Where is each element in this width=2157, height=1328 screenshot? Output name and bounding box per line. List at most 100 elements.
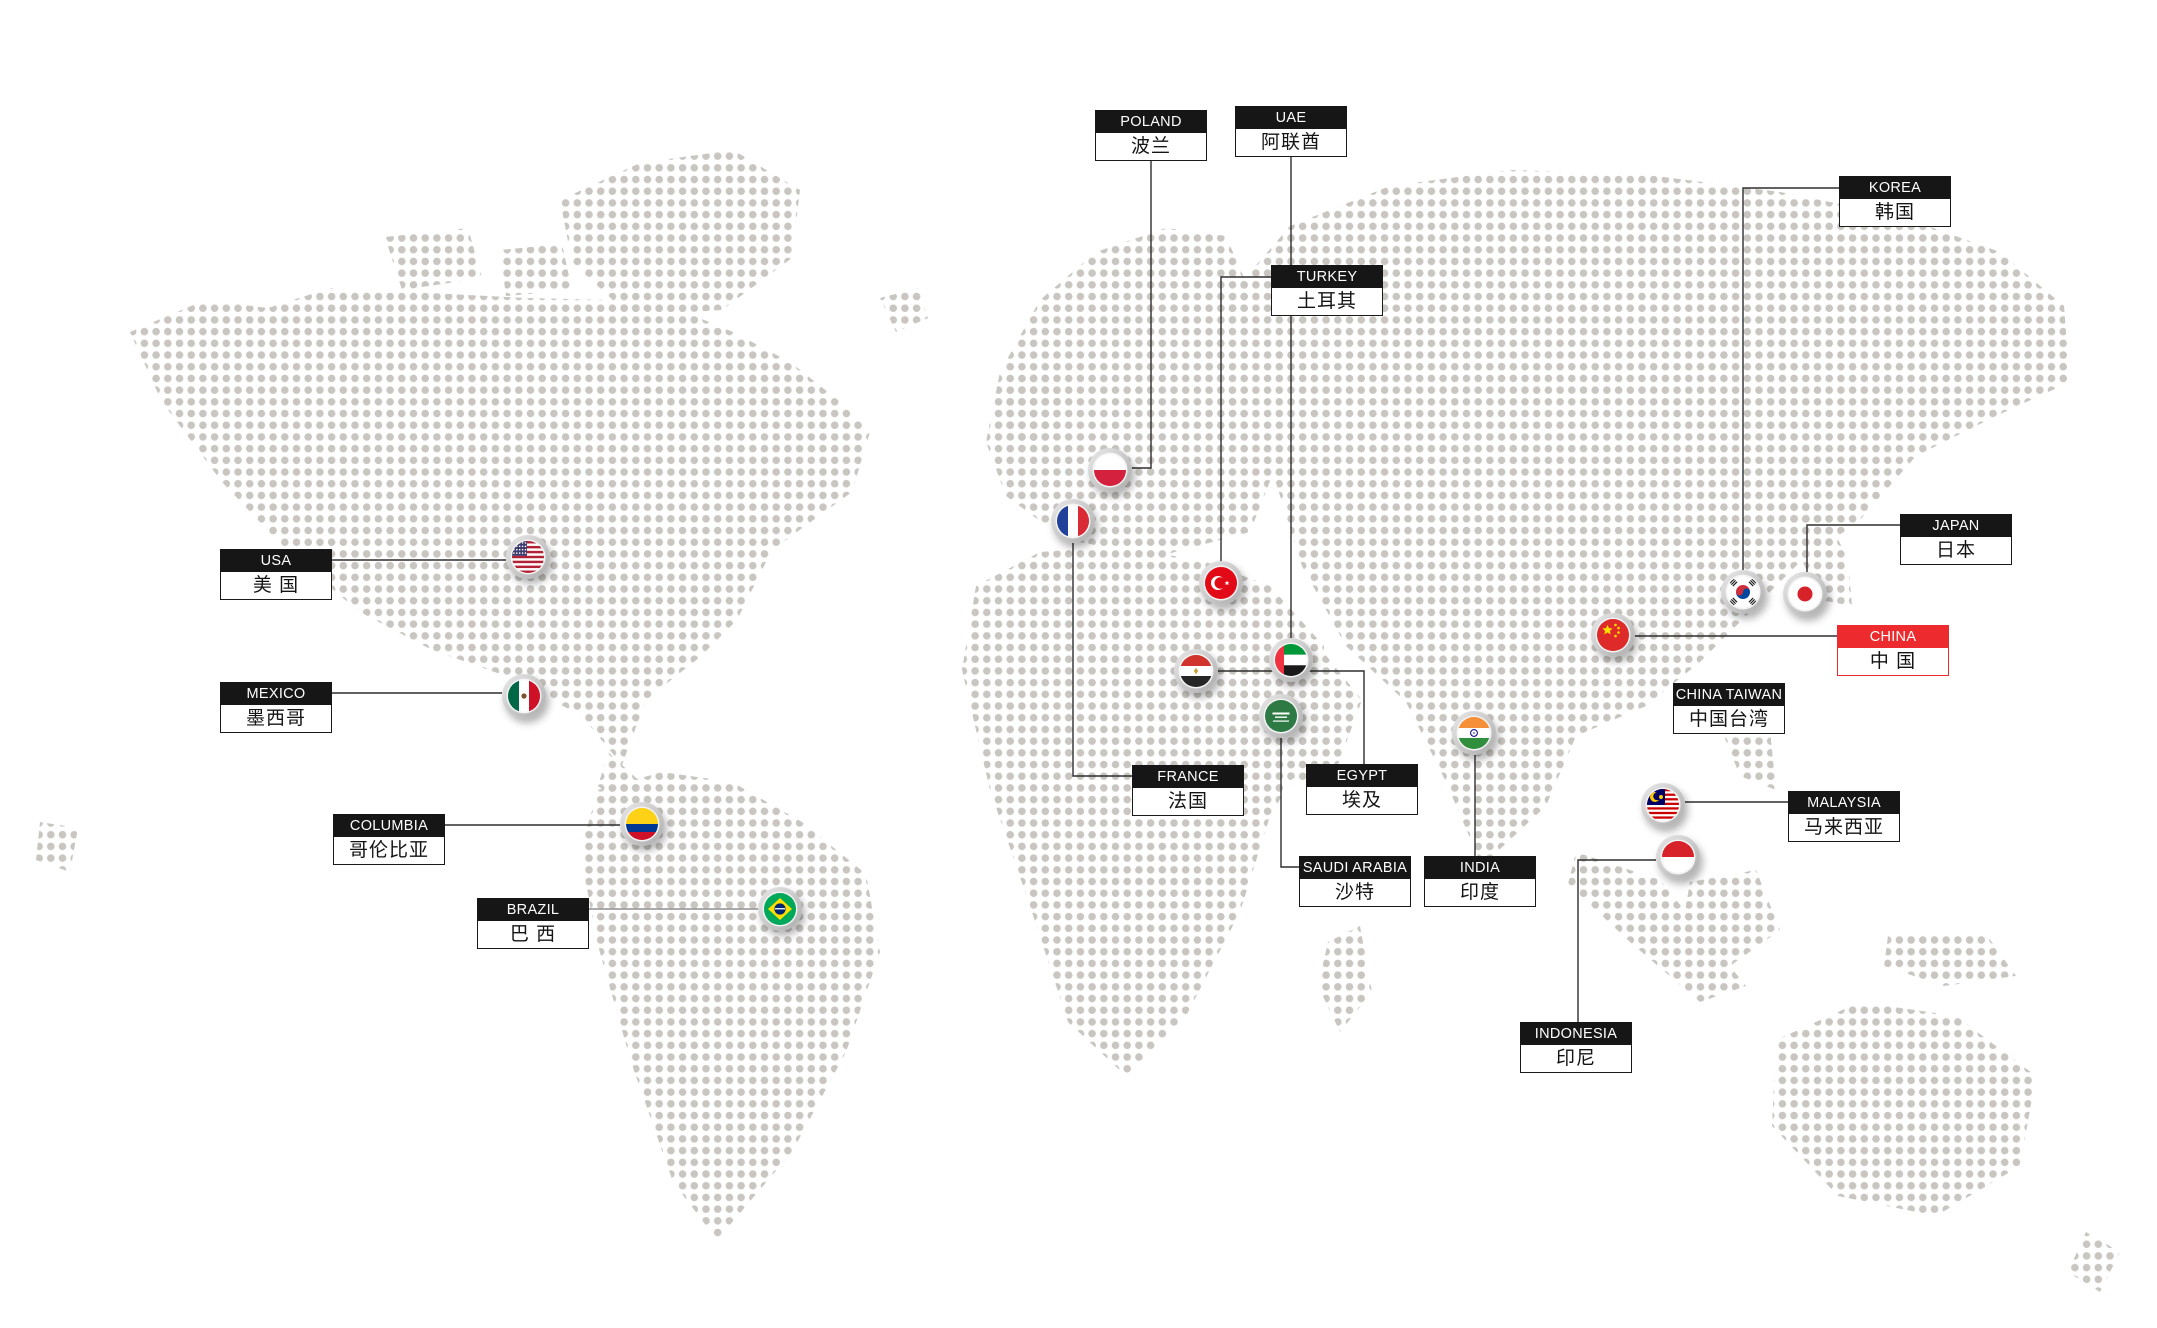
landmass-europe xyxy=(986,228,1276,556)
country-name-cn: 哥伦比亚 xyxy=(333,837,445,865)
connector-egypt xyxy=(1218,670,1365,764)
landmass-greenland xyxy=(560,150,800,316)
country-name-en: KOREA xyxy=(1839,176,1951,199)
country-label-poland: POLAND 波兰 xyxy=(1095,110,1207,161)
map-pin-brazil xyxy=(758,887,802,931)
country-label-japan: JAPAN 日本 xyxy=(1900,514,2012,565)
country-name-en: MEXICO xyxy=(220,682,332,705)
country-name-en: EGYPT xyxy=(1306,764,1418,787)
country-name-cn: 阿联酋 xyxy=(1235,129,1347,157)
landmass-asia xyxy=(1206,170,2070,866)
country-name-cn: 日本 xyxy=(1900,537,2012,565)
country-name-cn: 墨西哥 xyxy=(220,705,332,733)
landmass-australia xyxy=(1772,1002,2036,1216)
map-pin-mexico xyxy=(502,674,546,718)
landmass-madagascar xyxy=(1318,926,1372,1032)
country-name-cn: 美 国 xyxy=(220,572,332,600)
connector-japan xyxy=(1806,524,1900,572)
columbia-flag-icon xyxy=(626,808,658,840)
country-name-en: USA xyxy=(220,549,332,572)
landmass-arctic-islands-b xyxy=(500,244,572,296)
country-name-en: SAUDI ARABIA xyxy=(1299,856,1411,879)
map-pin-uae xyxy=(1269,638,1313,682)
connector-saudi_arabia xyxy=(1280,738,1299,868)
country-name-en: FRANCE xyxy=(1132,765,1244,788)
saudi_arabia-flag-icon xyxy=(1265,700,1297,732)
country-label-china_taiwan: CHINA TAIWAN 中国台湾 xyxy=(1673,683,1785,734)
country-name-en: UAE xyxy=(1235,106,1347,129)
country-name-en: POLAND xyxy=(1095,110,1207,133)
country-label-saudi_arabia: SAUDI ARABIA 沙特 xyxy=(1299,856,1411,907)
landmass-japan xyxy=(1782,486,1852,606)
china-flag-icon xyxy=(1597,619,1629,651)
country-name-en: INDIA xyxy=(1424,856,1536,879)
map-pin-columbia xyxy=(620,802,664,846)
map-pin-japan xyxy=(1783,572,1827,616)
country-label-turkey: TURKEY 土耳其 xyxy=(1271,265,1383,316)
map-pin-malaysia xyxy=(1641,783,1685,827)
connector-poland xyxy=(1132,161,1152,469)
country-label-indonesia: INDONESIA 印尼 xyxy=(1520,1022,1632,1073)
connector-france xyxy=(1072,543,1132,777)
country-label-usa: USA 美 国 xyxy=(220,549,332,600)
poland-flag-icon xyxy=(1094,454,1126,486)
map-pin-indonesia xyxy=(1656,835,1700,879)
country-label-france: FRANCE 法国 xyxy=(1132,765,1244,816)
landmass-sumatra-java xyxy=(1568,852,1746,1002)
country-name-cn: 土耳其 xyxy=(1271,288,1383,316)
country-label-korea: KOREA 韩国 xyxy=(1839,176,1951,227)
country-label-mexico: MEXICO 墨西哥 xyxy=(220,682,332,733)
map-pin-turkey xyxy=(1199,561,1243,605)
country-name-en: CHINA TAIWAN xyxy=(1673,683,1785,706)
turkey-flag-icon xyxy=(1205,567,1237,599)
country-name-cn: 法国 xyxy=(1132,788,1244,816)
country-name-cn: 沙特 xyxy=(1299,879,1411,907)
uae-flag-icon xyxy=(1275,644,1307,676)
map-pin-france xyxy=(1051,499,1095,543)
brazil-flag-icon xyxy=(764,893,796,925)
map-pin-saudi_arabia xyxy=(1259,694,1303,738)
country-label-uae: UAE 阿联酋 xyxy=(1235,106,1347,157)
country-name-cn: 巴 西 xyxy=(477,921,589,949)
country-name-en: COLUMBIA xyxy=(333,814,445,837)
landmass-iceland xyxy=(880,288,928,332)
connector-turkey xyxy=(1220,276,1271,561)
landmass-new-guinea xyxy=(1884,934,2016,986)
country-name-cn: 马来西亚 xyxy=(1788,814,1900,842)
country-name-en: BRAZIL xyxy=(477,898,589,921)
country-name-en: JAPAN xyxy=(1900,514,2012,537)
usa-flag-icon xyxy=(512,541,544,573)
mexico-flag-icon xyxy=(508,680,540,712)
country-name-cn: 埃及 xyxy=(1306,787,1418,815)
map-pin-usa xyxy=(506,535,550,579)
country-label-brazil: BRAZIL 巴 西 xyxy=(477,898,589,949)
country-name-en: MALAYSIA xyxy=(1788,791,1900,814)
map-pin-india xyxy=(1452,711,1496,755)
landmass-pacific-islands xyxy=(36,822,78,872)
country-name-cn: 印度 xyxy=(1424,879,1536,907)
connector-indonesia xyxy=(1577,859,1656,1022)
india-flag-icon xyxy=(1458,717,1490,749)
france-flag-icon xyxy=(1057,505,1089,537)
country-label-india: INDIA 印度 xyxy=(1424,856,1536,907)
country-name-en: CHINA xyxy=(1837,625,1949,648)
country-name-cn: 中 国 xyxy=(1837,648,1949,676)
country-name-cn: 中国台湾 xyxy=(1673,706,1785,734)
country-name-en: INDONESIA xyxy=(1520,1022,1632,1045)
country-label-malaysia: MALAYSIA 马来西亚 xyxy=(1788,791,1900,842)
map-pin-china xyxy=(1591,613,1635,657)
landmass-new-zealand xyxy=(2068,1232,2120,1292)
map-pin-egypt xyxy=(1174,649,1218,693)
country-name-cn: 印尼 xyxy=(1520,1045,1632,1073)
japan-flag-icon xyxy=(1789,578,1821,610)
country-label-china: CHINA 中 国 xyxy=(1837,625,1949,676)
egypt-flag-icon xyxy=(1180,655,1212,687)
country-label-egypt: EGYPT 埃及 xyxy=(1306,764,1418,815)
connector-korea xyxy=(1742,187,1839,570)
map-pin-poland xyxy=(1088,448,1132,492)
landmass-arctic-islands-a xyxy=(385,228,482,290)
malaysia-flag-icon xyxy=(1647,789,1679,821)
